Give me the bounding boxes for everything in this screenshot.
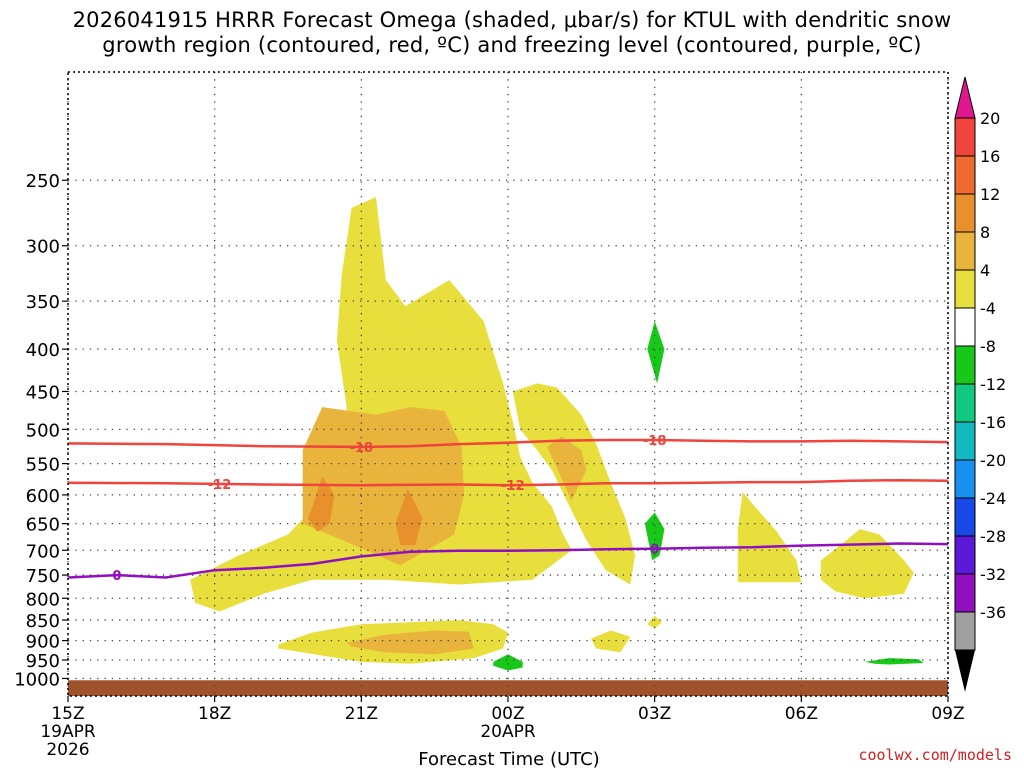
colorbar-label--20: -20 [980, 451, 1006, 470]
contour-freezing-level [67, 542, 949, 579]
plot-area [68, 72, 948, 696]
y-tick-label-650: 650 [26, 515, 60, 536]
colorbar-label--32: -32 [980, 565, 1006, 584]
colorbar-band--24-to--20 [954, 497, 976, 537]
x-tick-date-15Z: 19APR [40, 722, 96, 742]
contour-dgz-minus-18 [67, 438, 949, 449]
colorbar-band--28-to--24 [954, 535, 976, 575]
contour-label-dgz-minus-12-1: -12 [208, 478, 232, 493]
omega-region-downdraft-low-left [493, 654, 523, 671]
colorbar-label-4: 4 [980, 261, 990, 280]
colorbar-bottom-arrow [955, 650, 975, 692]
y-tick-label-700: 700 [26, 541, 60, 562]
y-tick-label-550: 550 [26, 455, 60, 476]
y-tick-label-450: 450 [26, 382, 60, 403]
colorbar-band--8-to--4 [954, 345, 976, 385]
colorbar: 20 16 12 8 4 -4 -8 -12 -16 -20 -24 -28 -32 -36 [954, 76, 1006, 692]
x-tick-label-18Z: 18Z [198, 704, 231, 724]
colorbar-top-arrow [954, 76, 976, 119]
contour-label-dgz-minus-18-1: -18 [350, 441, 374, 456]
colorbar-band-12-to-16 [954, 155, 976, 195]
y-tick-label-750: 750 [26, 566, 60, 587]
y-tick-label-950: 950 [26, 651, 60, 672]
contour-lines: -18 -18 -12 -12 0 0 [67, 434, 949, 584]
colorbar-label--36: -36 [980, 603, 1006, 622]
omega-region-left-core-12 [307, 476, 335, 532]
colorbar-label--16: -16 [980, 413, 1006, 432]
colorbar-band-4-to-8 [954, 231, 976, 271]
colorbar-band--36-to--32 [954, 611, 976, 651]
colorbar-band-0-to-4 [954, 269, 976, 309]
colorbar-band--20-to--16 [954, 459, 976, 499]
omega-region-low-level-updraft-8 [346, 630, 474, 655]
contour-dgz-minus-12 [67, 478, 949, 487]
colorbar-label--12: -12 [980, 375, 1006, 394]
x-tick-date-00Z: 20APR [480, 722, 536, 742]
y-tick-label-350: 350 [26, 292, 60, 313]
colorbar-label--24: -24 [980, 489, 1006, 508]
omega-region-small-updraft-4 [591, 630, 631, 653]
colorbar-label-16: 16 [980, 147, 1000, 166]
y-tick-label-500: 500 [26, 420, 60, 441]
ground-surface [68, 680, 948, 696]
colorbar-label-20: 20 [980, 109, 1000, 128]
x-tick-label-21Z: 21Z [345, 704, 378, 724]
omega-region-tiny-cell-4 [647, 615, 662, 629]
colorbar-label-12: 12 [980, 185, 1000, 204]
plot-frame [67, 71, 949, 697]
y-tick-label-900: 900 [26, 632, 60, 653]
x-axis-label: Forecast Time (UTC) [418, 749, 599, 768]
chart-title-line-2: growth region (contoured, red, ºC) and f… [102, 33, 922, 57]
colorbar-band--4-to-0 [954, 307, 976, 347]
colorbar-label--4: -4 [980, 299, 996, 318]
chart-title-line-1: 2026041915 HRRR Forecast Omega (shaded, … [72, 8, 952, 32]
x-tick-label-09Z: 09Z [931, 704, 964, 724]
contour-label-dgz-minus-12-2: -12 [501, 479, 525, 494]
y-tick-label-800: 800 [26, 589, 60, 610]
omega-region-late-cell-4 [820, 529, 914, 599]
axes: 2503003504004505005506006507007508008509… [14, 71, 965, 760]
contour-label-dgz-minus-18-2: -18 [643, 434, 667, 449]
y-tick-label-300: 300 [26, 237, 60, 258]
colorbar-band-8-to-12 [954, 193, 976, 233]
y-tick-label-600: 600 [26, 486, 60, 507]
colorbar-band--12-to--8 [954, 383, 976, 423]
x-tick-label-15Z: 15Z [51, 704, 84, 724]
contour-label-freezing-level-1: 0 [112, 569, 121, 584]
y-tick-label-1000: 1000 [14, 669, 60, 690]
x-tick-label-06Z: 06Z [785, 704, 818, 724]
colorbar-label-8: 8 [980, 223, 990, 242]
y-tick-label-850: 850 [26, 611, 60, 632]
y-tick-label-250: 250 [26, 171, 60, 192]
colorbar-band-16-to-20 [954, 117, 976, 157]
credit-text: coolwx.com/models [858, 746, 1012, 764]
omega-region-main-updraft-4 [190, 197, 572, 612]
colorbar-label--28: -28 [980, 527, 1006, 546]
x-tick-year-15Z: 2026 [46, 740, 89, 760]
grid [67, 72, 949, 696]
colorbar-band--32-to--28 [954, 573, 976, 613]
colorbar-label--8: -8 [980, 337, 996, 356]
contour-label-freezing-level-2: 0 [650, 543, 659, 558]
omega-region-downdraft-upper [647, 321, 665, 384]
y-tick-label-400: 400 [26, 340, 60, 361]
x-tick-label-00Z: 00Z [491, 704, 524, 724]
colorbar-band--16-to--12 [954, 421, 976, 461]
x-tick-label-03Z: 03Z [638, 704, 671, 724]
omega-region-right-core-12 [395, 488, 423, 546]
omega-region-afternoon-cell-4 [737, 491, 802, 583]
